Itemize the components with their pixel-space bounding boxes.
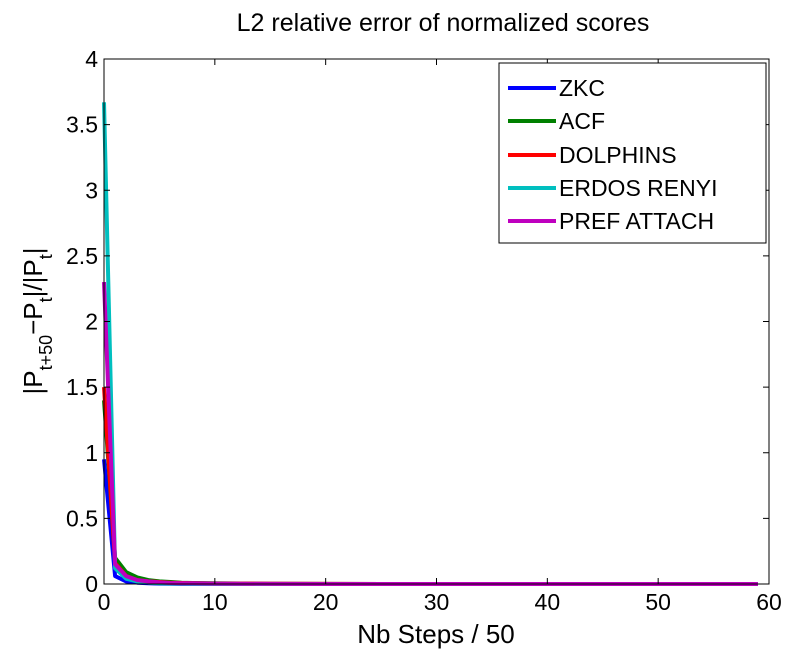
series-line-acf [102, 400, 758, 586]
x-tick-label: 40 [535, 589, 561, 615]
series-line-zkc [102, 459, 758, 586]
y-tick-label: 1 [85, 440, 98, 466]
y-axis-label: |Pt+50−Pt|/|Pt| [18, 247, 56, 394]
y-tick-label: 0.5 [66, 505, 98, 531]
x-tick-label: 30 [424, 589, 450, 615]
y-tick-label: 3 [85, 177, 98, 203]
ticks-layer: 0 10 20 30 40 50 60 0 0.5 1 1.5 2 2.5 3 3.5 4 [66, 46, 782, 615]
x-tick-label: 10 [202, 589, 228, 615]
legend-label-erdos-renyi: ERDOS RENYI [559, 175, 717, 201]
y-tick-label: 2.5 [66, 243, 98, 269]
x-tick-label: 50 [645, 589, 671, 615]
legend-label-acf: ACF [559, 108, 605, 134]
x-tick-label: 0 [98, 589, 111, 615]
y-tick-label: 2 [85, 309, 98, 335]
chart-title: L2 relative error of normalized scores [237, 9, 650, 37]
legend-label-pref-attach: PREF ATTACH [559, 208, 714, 234]
x-tick-label: 60 [756, 589, 782, 615]
legend: ZKC ACF DOLPHINS ERDOS RENYI PREF ATTACH [498, 62, 767, 244]
y-tick-label: 1.5 [66, 374, 98, 400]
y-tick-label: 4 [85, 46, 98, 72]
x-axis-label: Nb Steps / 50 [357, 619, 515, 649]
legend-label-dolphins: DOLPHINS [559, 142, 677, 168]
series-line-pref-attach [102, 282, 758, 586]
series-line-dolphins [102, 386, 758, 586]
x-tick-label: 20 [313, 589, 339, 615]
y-tick-label: 0 [85, 571, 98, 597]
y-tick-label: 3.5 [66, 112, 98, 138]
legend-label-zkc: ZKC [559, 75, 605, 101]
